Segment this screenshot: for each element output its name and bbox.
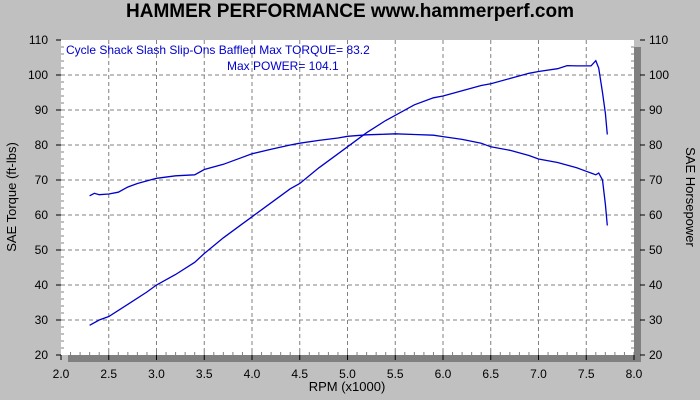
x-tick-label: 4.0: [244, 367, 261, 381]
x-tick-label: 3.0: [148, 367, 165, 381]
y-tick-label-left: 20: [35, 348, 49, 362]
y-tick-label-right: 80: [649, 138, 663, 152]
x-tick-label: 8.0: [626, 367, 643, 381]
y-tick-label-right: 20: [649, 348, 663, 362]
y-axis-label-right: SAE Horsepower: [683, 147, 698, 247]
y-tick-label-left: 40: [35, 278, 49, 292]
y-tick-label-right: 40: [649, 278, 663, 292]
chart-title: HAMMER PERFORMANCE www.hammerperf.com: [126, 1, 574, 22]
annotation-max-torque: Cycle Shack Slash Slip-Ons Baffled Max T…: [66, 43, 370, 57]
y-tick-label-left: 30: [35, 313, 49, 327]
x-tick-label: 4.5: [291, 367, 308, 381]
y-tick-label-left: 70: [35, 173, 49, 187]
y-tick-label-right: 110: [649, 33, 668, 47]
x-axis-label: RPM (x1000): [309, 379, 386, 394]
x-tick-label: 3.5: [196, 367, 213, 381]
torque-curve: [89, 133, 608, 226]
y-axis-label-left: SAE Torque (ft-lbs): [4, 142, 19, 252]
y-tick-label-right: 50: [649, 243, 663, 257]
y-tick-label-left: 80: [35, 138, 49, 152]
y-tick-label-left: 110: [29, 33, 48, 47]
x-tick-label: 2.5: [100, 367, 117, 381]
x-tick-label: 7.0: [530, 367, 547, 381]
x-tick-label: 6.0: [435, 367, 452, 381]
y-tick-label-left: 100: [28, 68, 48, 82]
x-tick-label: 7.5: [578, 367, 595, 381]
x-tick-label: 2.0: [53, 367, 70, 381]
y-tick-label-right: 100: [649, 68, 669, 82]
y-tick-label-right: 60: [649, 208, 663, 222]
horsepower-curve: [89, 59, 608, 326]
y-tick-label-right: 70: [649, 173, 663, 187]
y-tick-label-right: 30: [649, 313, 663, 327]
x-tick-label: 6.5: [482, 367, 499, 381]
y-tick-label-left: 90: [35, 103, 49, 117]
y-tick-label-left: 60: [35, 208, 49, 222]
x-tick-label: 5.0: [339, 367, 356, 381]
y-tick-label-right: 90: [649, 103, 663, 117]
x-tick-label: 5.5: [387, 367, 404, 381]
y-tick-label-left: 50: [35, 243, 49, 257]
annotation-max-power: Max POWER= 104.1: [227, 59, 339, 73]
